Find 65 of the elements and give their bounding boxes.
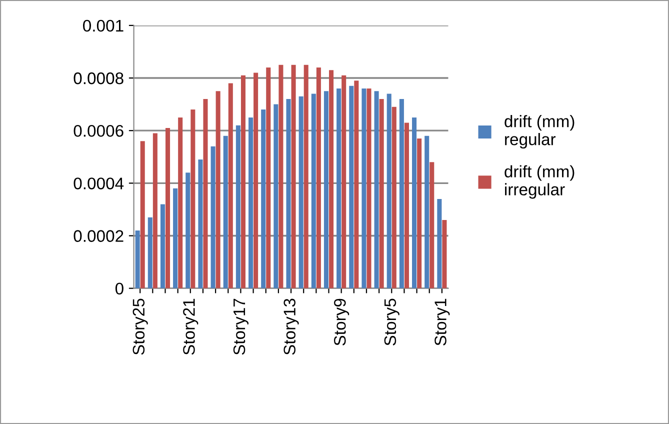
bar — [386, 94, 392, 288]
bar — [311, 94, 316, 288]
bar — [274, 104, 278, 288]
bar — [198, 160, 203, 288]
y-tick-label: 0.001 — [83, 20, 124, 32]
bar — [329, 70, 334, 288]
bar — [399, 99, 404, 288]
legend-label: drift (mm) irregular — [504, 165, 574, 199]
bar — [140, 141, 145, 288]
bar — [203, 99, 208, 288]
bar — [392, 106, 396, 288]
bar — [430, 162, 434, 288]
bar — [254, 72, 258, 288]
bar — [186, 172, 190, 288]
bar — [379, 99, 384, 288]
bar — [291, 64, 296, 288]
bar — [442, 220, 447, 288]
y-tick-label: 0 — [115, 282, 124, 295]
y-tick-label: 0.0002 — [74, 230, 124, 242]
x-tick-label: Story25 — [132, 298, 148, 355]
bar — [248, 117, 254, 288]
x-tick-label: Story5 — [384, 298, 400, 346]
bar — [135, 230, 140, 288]
bar — [178, 117, 183, 288]
x-tick-label: Story13 — [284, 298, 299, 355]
bar — [404, 122, 409, 288]
bar — [324, 91, 328, 288]
bar — [210, 146, 216, 288]
bar — [412, 117, 417, 288]
bar — [261, 110, 266, 288]
bar — [374, 91, 379, 288]
x-tick-label: Story17 — [233, 298, 248, 355]
bar — [366, 88, 372, 288]
bar — [336, 88, 342, 288]
bar — [316, 68, 321, 288]
bar — [437, 198, 442, 288]
bar — [240, 75, 246, 288]
bar — [236, 125, 240, 288]
bar — [160, 204, 165, 288]
bar — [362, 88, 366, 288]
bar — [342, 75, 346, 288]
bar — [354, 80, 359, 288]
bar — [173, 188, 178, 288]
bar — [216, 91, 220, 288]
bar — [152, 133, 158, 288]
bar — [165, 128, 170, 288]
y-tick-label: 0.0006 — [74, 124, 124, 137]
bar — [298, 96, 304, 288]
bar — [266, 68, 271, 288]
y-tick-label: 0.0004 — [74, 178, 124, 190]
bar — [304, 64, 308, 288]
bar — [286, 99, 291, 288]
bar — [223, 136, 228, 288]
bar — [417, 138, 422, 288]
bar — [190, 110, 196, 288]
legend-label: drift (mm) regular — [504, 115, 574, 149]
bar — [349, 86, 354, 288]
x-tick-label: Story1 — [434, 298, 450, 346]
bar — [148, 217, 152, 288]
y-tick-label: 0.0008 — [74, 72, 124, 84]
x-tick-label: Story9 — [334, 298, 350, 346]
bar — [228, 83, 233, 288]
x-tick-label: Story21 — [183, 298, 198, 355]
bar — [424, 136, 430, 288]
bar — [278, 64, 284, 288]
